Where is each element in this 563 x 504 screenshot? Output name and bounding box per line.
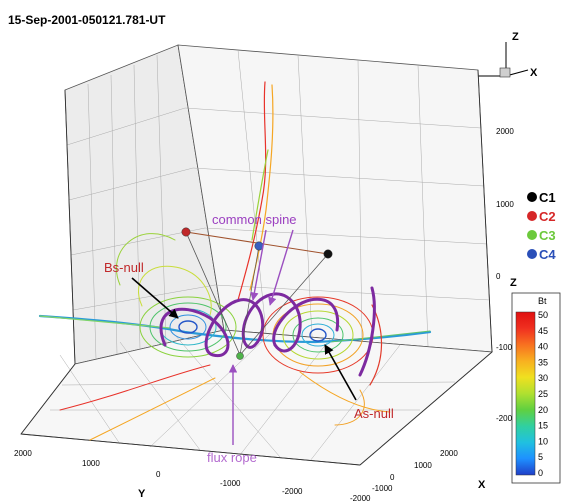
colorbar-gradient: [515, 311, 536, 476]
flux-rope-label: flux rope: [207, 450, 257, 465]
colorbar-tick-label: 10: [538, 436, 548, 446]
c3-marker: [236, 352, 244, 360]
x-tick-minus2000: -2000: [350, 494, 371, 503]
y-axis-label: Y: [138, 488, 146, 500]
x-tick-minus1000: -1000: [372, 484, 393, 493]
legend-item-c3: C3: [527, 228, 556, 243]
legend: C1 C2 C3 C4: [527, 190, 556, 262]
c2-marker: [181, 227, 191, 237]
legend-label-c1: C1: [539, 190, 556, 205]
legend-dot-c1: [527, 192, 537, 202]
legend-label-c4: C4: [539, 247, 556, 262]
plot-title: 15-Sep-2001-050121.781-UT: [8, 13, 166, 27]
z-axis: 2000 1000 0 -1000 -2000 Z: [496, 127, 517, 423]
bs-null-label: Bs-null: [104, 260, 144, 275]
c1-marker: [323, 249, 333, 259]
z-tick-0: 0: [496, 272, 501, 281]
bs-null-swirl: [115, 233, 237, 358]
z-tick-minus1000: -1000: [496, 343, 517, 352]
x-tick-1000: 1000: [414, 461, 432, 470]
colorbar-tick-label: 45: [538, 326, 548, 336]
y-tick-minus1000: -1000: [220, 479, 241, 488]
y-tick-2000: 2000: [14, 449, 32, 458]
legend-dot-c3: [527, 230, 537, 240]
legend-dot-c4: [527, 249, 537, 259]
common-spine-label: common spine: [212, 212, 297, 227]
colorbar-tick-label: 25: [538, 389, 548, 399]
triad-z-label: Z: [512, 31, 519, 43]
y-axis: 2000 1000 0 -1000 -2000 Y: [14, 449, 303, 500]
z-axis-label: Z: [510, 277, 517, 289]
as-null-label: As-null: [354, 406, 394, 421]
colorbar-tick-label: 20: [538, 405, 548, 415]
colorbar-tick-label: 50: [538, 310, 548, 320]
x-axis-label: X: [478, 479, 486, 491]
triad-x-label: X: [530, 67, 538, 79]
z-tick-minus2000: -2000: [496, 414, 517, 423]
colorbar-title: Bt: [538, 296, 547, 306]
x-axis: 2000 1000 0 -1000 -2000 X: [350, 449, 486, 503]
colorbar-tick-label: 15: [538, 421, 548, 431]
z-tick-2000: 2000: [496, 127, 514, 136]
z-tick-1000: 1000: [496, 200, 514, 209]
legend-label-c3: C3: [539, 228, 556, 243]
colorbar-tick-label: 35: [538, 357, 548, 367]
field-lines: [38, 81, 432, 441]
x-tick-2000: 2000: [440, 449, 458, 458]
y-tick-minus2000: -2000: [282, 487, 303, 496]
colorbar-tick-label: 0: [538, 468, 543, 478]
colorbar-tick-label: 30: [538, 373, 548, 383]
legend-dot-c2: [527, 211, 537, 221]
y-tick-1000: 1000: [82, 459, 100, 468]
x-tick-0: 0: [390, 473, 395, 482]
flux-rope: [159, 286, 376, 377]
legend-label-c2: C2: [539, 209, 556, 224]
annotations: common spine Bs-null As-null flux rope: [104, 212, 394, 465]
spacecraft-markers: [181, 227, 333, 360]
legend-item-c4: C4: [527, 247, 556, 262]
legend-item-c2: C2: [527, 209, 556, 224]
colorbar-tick-label: 40: [538, 342, 548, 352]
y-tick-0: 0: [156, 470, 161, 479]
axes-box: [20, 44, 493, 466]
colorbar-tick-label: 5: [538, 452, 543, 462]
legend-item-c1: C1: [527, 190, 556, 205]
